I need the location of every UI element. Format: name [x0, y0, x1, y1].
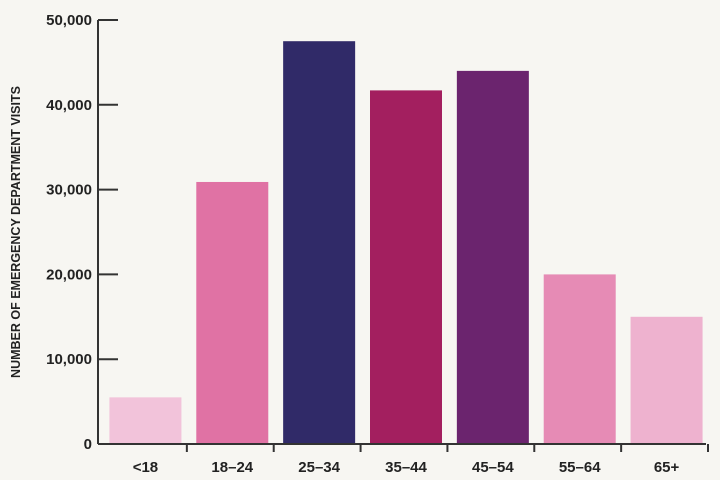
- bars-group: [109, 41, 703, 444]
- bar-1: [109, 397, 182, 444]
- x-tick-label: 65+: [654, 459, 680, 476]
- y-axis-title: NUMBER OF EMERGENCY DEPARTMENT VISITS: [9, 86, 23, 378]
- y-tick-label: 20,000: [46, 266, 92, 283]
- bar-2: [196, 181, 269, 444]
- y-axis: 0 10,000 20,000 30,000 40,000 50,000: [46, 12, 118, 453]
- bar-6: [543, 274, 616, 444]
- x-tick-label: <18: [133, 459, 158, 476]
- y-tick-label: 30,000: [46, 182, 92, 199]
- bar-4: [370, 90, 442, 444]
- x-axis: <18 18–24 25–34 35–44 45–54 55–64 65+: [98, 443, 709, 476]
- y-tick-label: 40,000: [46, 97, 92, 114]
- bar-3: [283, 41, 356, 444]
- bar-7: [630, 316, 703, 444]
- x-tick-label: 18–24: [211, 459, 253, 476]
- x-tick-label: 45–54: [472, 459, 514, 476]
- x-tick-label: 55–64: [559, 459, 601, 476]
- x-tick-label: 25–34: [298, 459, 340, 476]
- y-tick-label: 10,000: [46, 351, 92, 368]
- y-tick-label: 0: [84, 436, 92, 453]
- x-tick-label: 35–44: [385, 459, 427, 476]
- bar-5: [456, 70, 529, 444]
- y-tick-label: 50,000: [46, 12, 92, 29]
